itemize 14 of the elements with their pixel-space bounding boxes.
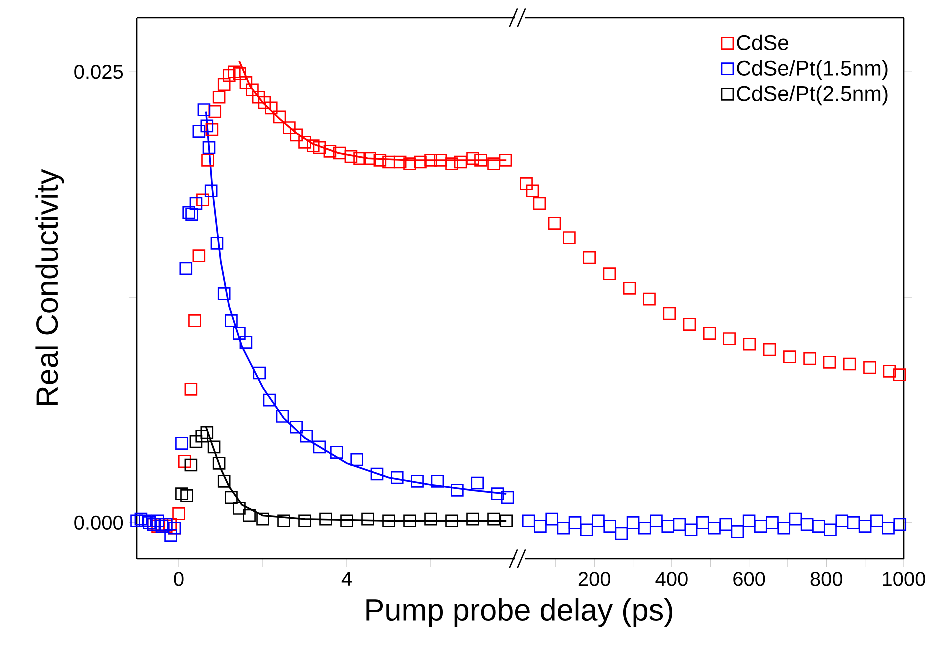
y-tick-label: 0.025: [74, 65, 124, 80]
legend-label: CdSe/Pt(2.5nm): [737, 86, 888, 106]
x-tick-label: 0: [174, 572, 184, 586]
x-tick-label: 800: [810, 572, 843, 586]
x-tick-label: 200: [578, 572, 610, 586]
x-tick-label: 400: [656, 572, 688, 586]
x-tick-label: 4: [342, 572, 352, 586]
x-axis-title: Pump probe delay (ps): [366, 598, 672, 628]
y-tick-label: 0.000: [74, 516, 124, 530]
legend-label: CdSe: [737, 34, 789, 50]
x-tick-label: 1000: [883, 572, 926, 586]
y-axis-title: Real Conductivity: [36, 169, 64, 406]
x-tick-label: 600: [734, 572, 766, 586]
legend-label: CdSe/Pt(1.5nm): [737, 60, 888, 80]
